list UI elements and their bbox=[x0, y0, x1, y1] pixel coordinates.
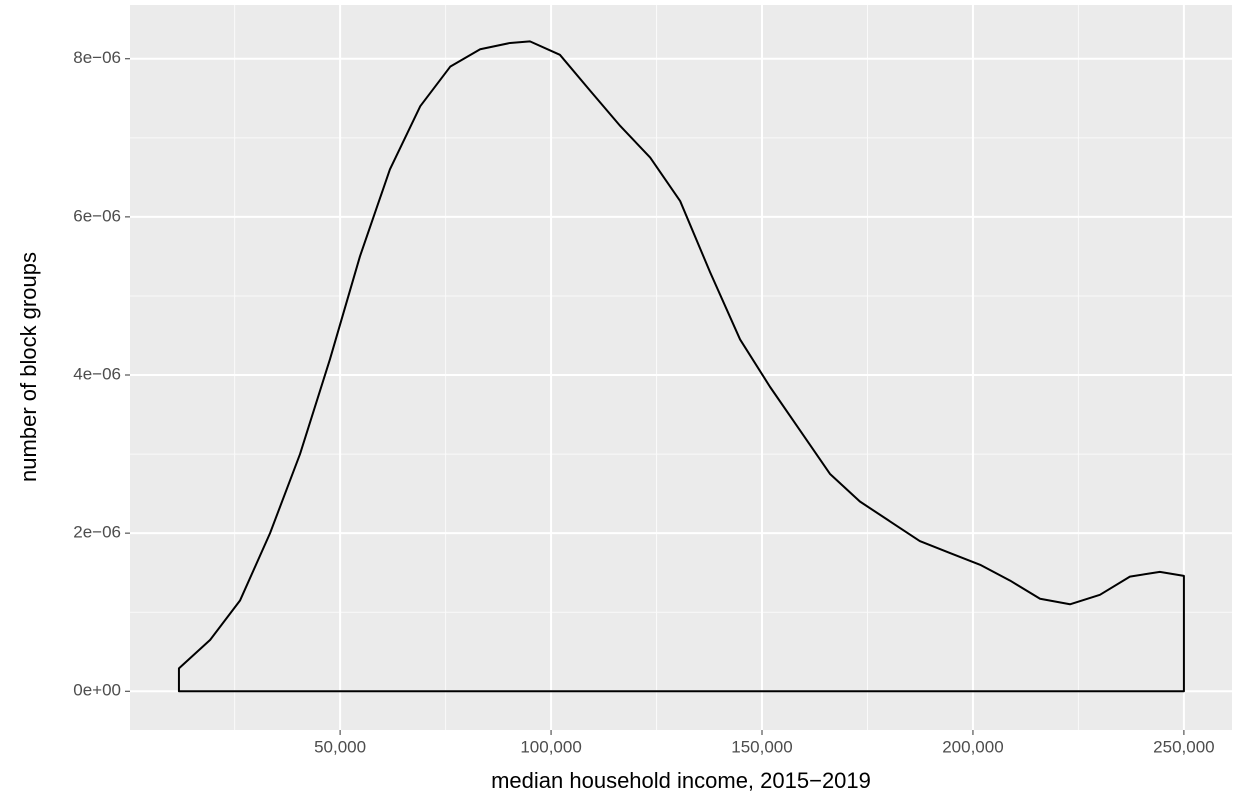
x-tick-label: 100,000 bbox=[520, 737, 581, 756]
y-tick-label: 6e−06 bbox=[73, 206, 121, 225]
x-tick-label: 200,000 bbox=[942, 737, 1003, 756]
y-tick-label: 8e−06 bbox=[73, 48, 121, 67]
y-axis-title: number of block groups bbox=[16, 252, 41, 482]
x-tick-label: 150,000 bbox=[731, 737, 792, 756]
panel bbox=[130, 5, 1232, 730]
y-tick-label: 2e−06 bbox=[73, 523, 121, 542]
y-tick-label: 0e+00 bbox=[73, 681, 121, 700]
density-curve bbox=[177, 40, 1185, 693]
y-tick-label: 4e−06 bbox=[73, 364, 121, 383]
x-tick-label: 250,000 bbox=[1153, 737, 1214, 756]
x-tick-label: 50,000 bbox=[314, 737, 366, 756]
x-axis-title: median household income, 2015−2019 bbox=[491, 768, 871, 793]
